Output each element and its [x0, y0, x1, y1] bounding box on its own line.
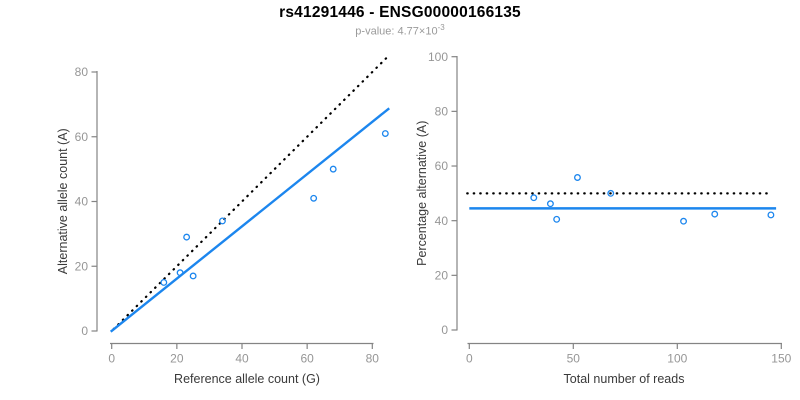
y-tick-label: 100 [428, 50, 448, 64]
y-tick-label: 80 [435, 105, 449, 119]
x-tick-label: 80 [366, 352, 380, 366]
figure-subtitle: p-value: 4.77×10-3 [0, 23, 800, 38]
identity-line [112, 53, 391, 331]
y-tick-label: 80 [75, 65, 89, 79]
data-point [160, 278, 168, 286]
data-point [607, 189, 615, 197]
x-tick-label: 40 [235, 352, 249, 366]
y-tick-label: 60 [75, 130, 89, 144]
y-tick-label: 60 [435, 159, 449, 173]
data-point [546, 200, 554, 208]
x-tick-label: 20 [170, 352, 184, 366]
x-axis-title: Reference allele count (G) [174, 372, 320, 386]
left-panel: 0 20 40 60 80 0 20 40 60 80 Alternative allele cou… [56, 53, 391, 386]
y-tick-label: 20 [435, 269, 449, 283]
y-axis-title: Alternative allele count (A) [56, 128, 70, 274]
x-tick-label: 0 [108, 352, 115, 366]
right-panel: 0 20 40 60 80 100 0 50 100 150 Percentage alternat… [415, 50, 792, 386]
pvalue-text: p-value: 4.77×10 [355, 25, 438, 38]
data-point [767, 211, 775, 219]
y-tick-label: 20 [75, 259, 89, 273]
y-tick-label: 0 [81, 324, 88, 338]
y-tick-label: 40 [75, 195, 89, 209]
x-tick-label: 50 [567, 352, 581, 366]
data-point [530, 194, 538, 202]
x-tick-label: 60 [300, 352, 314, 366]
data-point [189, 272, 197, 280]
data-point [310, 194, 318, 202]
figure-title: rs41291446 - ENSG00000166135 [279, 4, 521, 21]
data-point [553, 215, 561, 223]
y-tick-label: 40 [435, 214, 449, 228]
x-tick-label: 100 [667, 352, 687, 366]
data-point [680, 217, 687, 225]
x-axis-title: Total number of reads [564, 372, 685, 386]
pvalue-exponent: -3 [437, 23, 445, 32]
data-point [381, 130, 389, 137]
data-point [711, 210, 719, 218]
data-point [329, 165, 337, 173]
data-point [176, 269, 184, 277]
x-tick-label: 0 [466, 352, 473, 366]
data-point [574, 174, 581, 181]
fit-line [109, 107, 390, 333]
y-tick-label: 0 [441, 323, 448, 337]
y-axis-title: Percentage alternative (A) [415, 121, 429, 266]
data-point [183, 233, 191, 241]
data-point [219, 217, 226, 225]
x-tick-label: 150 [771, 352, 791, 366]
